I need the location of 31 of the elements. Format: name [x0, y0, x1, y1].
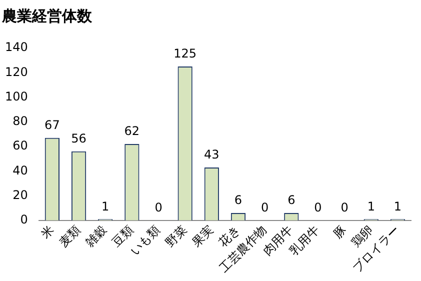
x-tick-label: 豚: [330, 222, 349, 242]
y-tick-label: 80: [12, 114, 28, 128]
y-tick-label: 20: [12, 188, 28, 202]
data-label: 0: [340, 200, 348, 215]
data-label: 56: [71, 132, 86, 146]
data-label: 0: [154, 200, 162, 215]
x-tick-label: 果実: [189, 222, 216, 250]
y-tick-label: 40: [12, 163, 28, 178]
x-tick-label: 鶏卵: [348, 222, 376, 250]
y-tick-label: 60: [12, 138, 28, 153]
data-label: 6: [288, 193, 296, 208]
chart-title: 農業経営体数: [1, 6, 93, 25]
data-label: 62: [124, 124, 140, 138]
y-tick-label: 120: [5, 64, 28, 79]
y-tick-label: 100: [5, 89, 28, 104]
data-label: 1: [102, 199, 110, 214]
data-label: 6: [234, 193, 242, 208]
x-tick-label: 麦類: [56, 222, 84, 250]
data-label: 125: [174, 46, 197, 61]
data-label: 0: [261, 200, 269, 215]
x-tick-label: 豆類: [109, 222, 136, 250]
data-label: 67: [44, 118, 60, 132]
y-tick-label: 140: [5, 40, 28, 54]
data-label: 43: [204, 148, 220, 162]
y-tick-label: 0: [20, 212, 28, 227]
data-label: 1: [394, 199, 402, 214]
data-label: 0: [314, 200, 322, 215]
x-tick-label: 米: [38, 222, 57, 242]
x-tick-label: 野菜: [162, 222, 190, 250]
data-label: 1: [367, 199, 375, 214]
x-tick-label: 雑穀: [82, 222, 110, 250]
